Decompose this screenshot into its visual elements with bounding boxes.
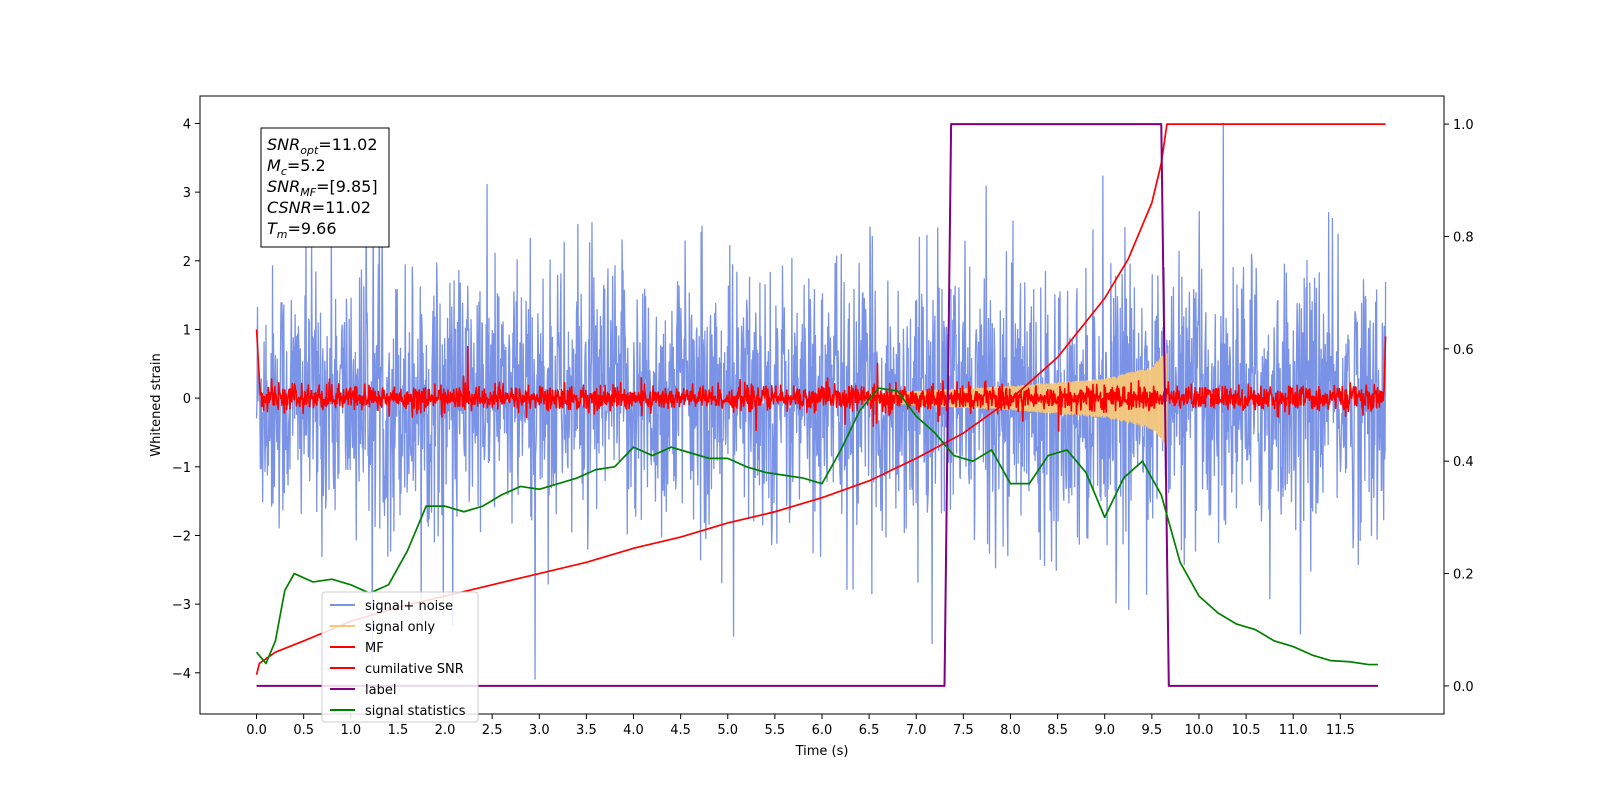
y-right-tick-label: 0.8 (1453, 230, 1474, 245)
x-tick-label: 8.5 (1047, 723, 1068, 738)
y-right-tick-label: 0.0 (1453, 680, 1474, 695)
x-tick-label: 4.5 (670, 723, 691, 738)
annotation-line: Tm=9.66 (267, 219, 337, 241)
x-tick-label: 5.0 (717, 723, 738, 738)
x-tick-label: 7.0 (906, 723, 927, 738)
series-signal-statistics (255, 387, 1379, 666)
legend: signal+ noise signal only MF cumilative SNR… (321, 591, 479, 723)
y-tick-label: 2 (183, 255, 191, 270)
x-tick-label: 9.0 (1094, 723, 1115, 738)
x-tick-label: 8.0 (1000, 723, 1021, 738)
legend-label: signal only (365, 620, 435, 635)
y-tick-label: 3 (183, 186, 191, 201)
y-axis-title: Whitened strain (149, 353, 164, 456)
x-tick-label: 1.5 (388, 723, 409, 738)
series-signal-noise (255, 122, 1387, 680)
y-tick-label: −4 (172, 667, 191, 682)
x-tick-label: 11.5 (1326, 723, 1355, 738)
x-tick-label: 9.5 (1142, 723, 1163, 738)
legend-label: cumilative SNR (365, 662, 464, 677)
series-mf (255, 329, 1387, 432)
x-tick-label: 5.5 (765, 723, 786, 738)
x-tick-label: 0.0 (246, 723, 267, 738)
y-tick-label: −2 (172, 529, 191, 544)
y-right-tick-label: 0.6 (1453, 343, 1474, 358)
x-tick-label: 4.0 (623, 723, 644, 738)
y-right-tick-label: 0.4 (1453, 455, 1474, 470)
y-tick-label: 1 (183, 323, 191, 338)
series-signal-only (868, 352, 1168, 447)
x-tick-label: 3.5 (576, 723, 597, 738)
annotation-line: CSNR=11.02 (267, 198, 371, 217)
x-tick-label: 2.0 (435, 723, 456, 738)
x-tick-label: 11.0 (1279, 723, 1308, 738)
y-tick-label: 4 (183, 117, 191, 132)
ticks-layer: 0.0 0.5 1.0 1.5 2.0 2.5 3.0 3.5 4.0 4.5 5.0 5.5 6.0 6… (172, 117, 1474, 738)
y-right-tick-label: 1.0 (1453, 118, 1474, 133)
legend-label: label (365, 683, 396, 698)
x-tick-label: 0.5 (293, 723, 314, 738)
x-tick-label: 1.0 (340, 723, 361, 738)
x-tick-label: 2.5 (482, 723, 503, 738)
x-tick-label: 3.0 (529, 723, 550, 738)
legend-label: signal+ noise (365, 599, 453, 614)
y-right-tick-label: 0.2 (1453, 568, 1474, 583)
y-tick-label: −3 (172, 598, 191, 613)
annotation-line: Mc=5.2 (267, 156, 326, 178)
series-label (256, 123, 1379, 687)
x-axis-title: Time (s) (795, 744, 849, 759)
y-tick-label: 0 (183, 392, 191, 407)
y-tick-label: −1 (172, 461, 191, 476)
x-tick-label: 10.5 (1232, 723, 1261, 738)
annotation-line: SNRopt=11.02 (267, 135, 378, 157)
x-tick-label: 6.0 (812, 723, 833, 738)
legend-label: MF (365, 641, 384, 656)
x-tick-label: 7.5 (953, 723, 974, 738)
annotation-line: SNRMF=[9.85] (267, 177, 378, 199)
x-tick-label: 6.5 (859, 723, 880, 738)
annotation-box: SNRopt=11.02Mc=5.2SNRMF=[9.85]CSNR=11.02… (260, 127, 390, 248)
legend-label: signal statistics (365, 704, 466, 719)
x-tick-label: 10.0 (1184, 723, 1213, 738)
